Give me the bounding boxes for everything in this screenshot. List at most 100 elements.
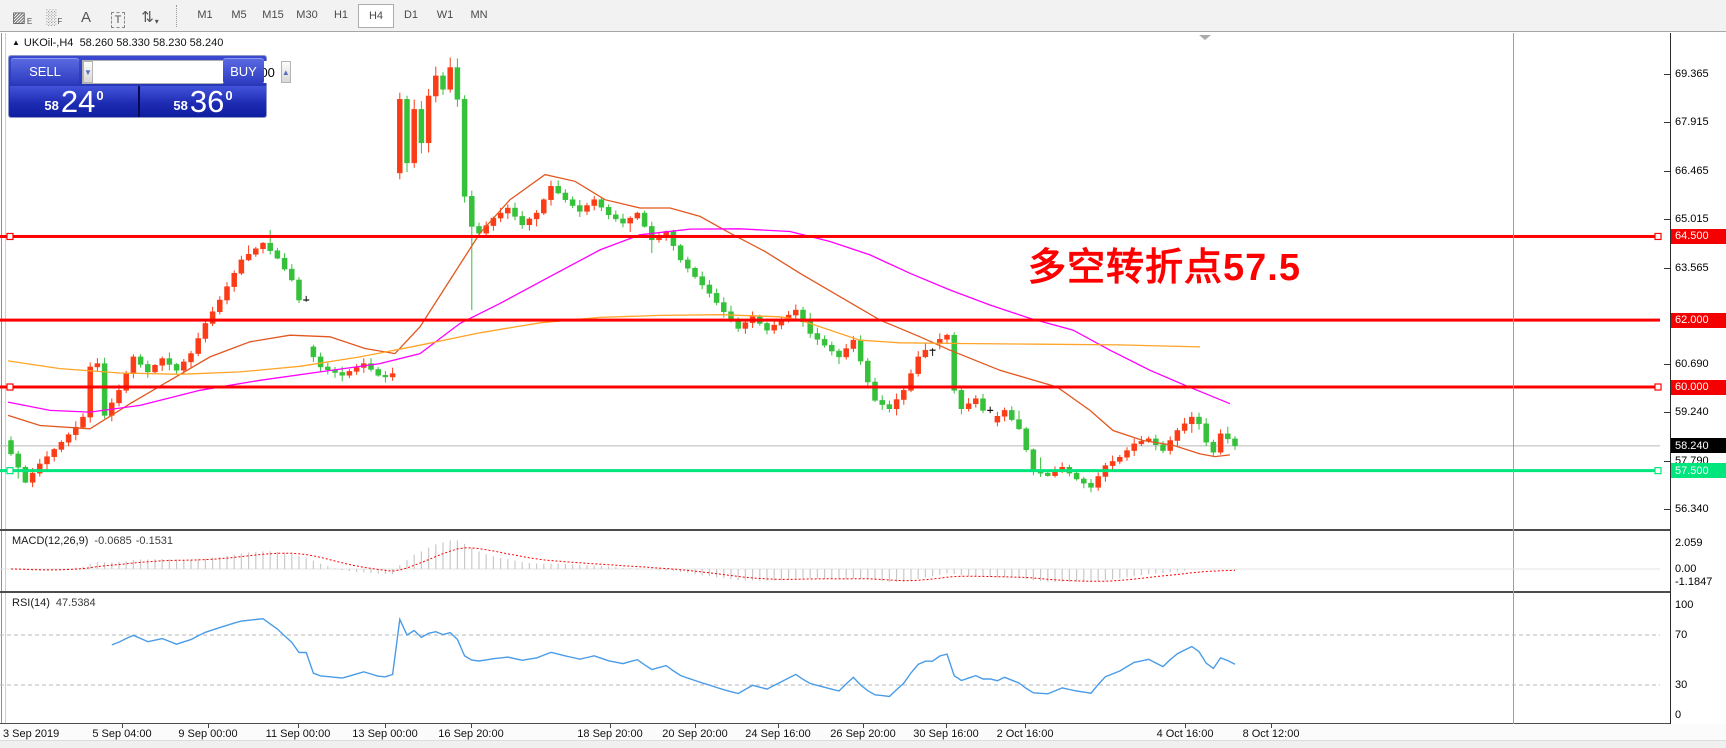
sell-price-big: 24: [60, 84, 96, 119]
chart-shift-marker: [1199, 35, 1211, 40]
timeframe-button-d1[interactable]: D1: [403, 8, 419, 21]
text-box-tool-icon[interactable]: T: [103, 4, 133, 28]
price-badge-60.000: 60.000: [1671, 379, 1726, 395]
timeframe-button-h1[interactable]: H1: [333, 8, 349, 21]
time-tickmark: [385, 724, 386, 728]
time-label: 9 Sep 00:00: [178, 728, 238, 740]
time-label: 11 Sep 00:00: [265, 728, 331, 740]
time-label: 4 Oct 16:00: [1156, 728, 1214, 740]
macd-axis--1.1847: -1.1847: [1675, 576, 1713, 588]
timeframe-group: M1 M5 M15 M30 H1 H4 D1 W1 MN: [188, 3, 496, 28]
hline-62[interactable]: [0, 318, 1660, 322]
price-tick-63.565: 63.565: [1675, 261, 1709, 274]
buy-price-pip: 0: [225, 88, 233, 103]
main-chart[interactable]: [0, 33, 1670, 529]
rsi-value: 47.5384: [55, 597, 96, 609]
timeframe-button-mn[interactable]: MN: [470, 8, 488, 21]
price-badge-64.500: 64.500: [1671, 228, 1726, 244]
one-click-trade-panel: SELL ▼ ▲ BUY 58 24 0 58 36 0: [8, 55, 291, 118]
price-tickmark: [1664, 509, 1670, 511]
volume-decrement-button[interactable]: ▼: [83, 61, 93, 83]
top-toolbar: ▨ E ░ F A T ⇅ ▾ M1 M5 M15 M30 H1 H4 D1 W1 MN: [0, 0, 1726, 32]
time-tickmark: [695, 724, 696, 728]
macd-signal-value: -0.1531: [135, 535, 174, 547]
time-tickmark: [610, 724, 611, 728]
sell-price-pip: 0: [96, 88, 104, 103]
timeframe-button-w1[interactable]: W1: [436, 8, 454, 21]
time-label: 30 Sep 16:00: [913, 728, 979, 740]
rsi-label: RSI(14) 47.5384: [12, 597, 96, 609]
price-axis-line: [1670, 33, 1671, 724]
price-tickmark: [1664, 363, 1670, 365]
timeframe-button-m1[interactable]: M1: [197, 8, 213, 21]
macd-panel: [0, 540, 1660, 583]
time-tickmark: [1025, 724, 1026, 728]
buy-price-display[interactable]: 58 36 0: [140, 86, 266, 117]
chart-title: ▲ UKOil-,H4 58.260 58.330 58.230 58.240: [12, 37, 223, 49]
time-tickmark: [1185, 724, 1186, 728]
time-tickmark: [298, 724, 299, 728]
price-tick-56.340: 56.340: [1675, 503, 1709, 516]
hline-64.5[interactable]: [0, 234, 1660, 238]
time-label: 13 Sep 00:00: [352, 728, 418, 740]
time-label: 2 Oct 16:00: [996, 728, 1054, 740]
sell-price-prefix: 58: [44, 98, 59, 113]
price-tick-60.690: 60.690: [1675, 357, 1709, 370]
time-label: 5 Sep 04:00: [92, 728, 152, 740]
fibonacci-grid-tool-icon[interactable]: ░ F: [45, 8, 63, 26]
time-tickmark: [778, 724, 779, 728]
price-tickmark: [1664, 170, 1670, 172]
timeframe-button-m15[interactable]: M15: [262, 8, 284, 21]
timeframe-button-m30[interactable]: M30: [296, 8, 318, 21]
drawing-tools-group: ▨ E ░ F A T ⇅ ▾: [6, 4, 166, 28]
volume-stepper: ▼ ▲: [82, 60, 291, 84]
time-label: 26 Sep 20:00: [830, 728, 896, 740]
ma-slow-line: [7, 314, 1201, 375]
macd-panel-border: [0, 529, 1670, 531]
ohlc-values: 58.260 58.330 58.230 58.240: [79, 37, 224, 49]
hline-57.5[interactable]: [0, 469, 1660, 473]
price-tickmark: [1664, 73, 1670, 75]
price-tickmark: [1664, 122, 1670, 124]
price-tickmark: [1664, 267, 1670, 269]
price-tickmark: [1664, 460, 1670, 462]
time-tickmark: [863, 724, 864, 728]
text-label-tool-icon[interactable]: A: [80, 8, 91, 26]
buy-price-prefix: 58: [173, 98, 188, 113]
time-tickmark: [1271, 724, 1272, 728]
time-label: 20 Sep 20:00: [662, 728, 728, 740]
time-label: 3 Sep 2019: [3, 728, 60, 740]
price-tickmark: [1664, 412, 1670, 414]
hatch-channel-tool-icon[interactable]: ▨ E: [11, 8, 33, 26]
sell-button[interactable]: SELL: [11, 58, 79, 84]
time-label: 16 Sep 20:00: [438, 728, 504, 740]
arrow-style-tool-icon[interactable]: ⇅ ▾: [141, 8, 159, 26]
window-border-left-light: [5, 33, 6, 748]
macd-main-value: -0.0685: [94, 535, 132, 547]
buy-button[interactable]: BUY: [223, 58, 264, 84]
macd-axis-2.059: 2.059: [1675, 537, 1703, 549]
timeframe-button-m5[interactable]: M5: [231, 8, 247, 21]
macd-label: MACD(12,26,9) -0.0685 -0.1531: [12, 535, 174, 547]
hline-60[interactable]: [0, 385, 1660, 389]
chart-right-frame-line: [1513, 33, 1514, 724]
price-badge-57.500: 57.500: [1671, 463, 1726, 479]
time-tickmark: [208, 724, 209, 728]
rsi-panel: [0, 616, 1660, 698]
time-tickmark: [946, 724, 947, 728]
price-tick-69.365: 69.365: [1675, 67, 1709, 80]
volume-increment-button[interactable]: ▲: [280, 61, 291, 83]
timeframe-button-h4[interactable]: H4: [358, 3, 394, 28]
price-tick-66.465: 66.465: [1675, 164, 1709, 177]
ma-mid-line: [7, 228, 1231, 413]
price-direction-icon: ▲: [12, 38, 20, 47]
time-label: 18 Sep 20:00: [577, 728, 643, 740]
symbol-label: UKOil-,H4: [23, 37, 74, 49]
sell-price-display[interactable]: 58 24 0: [10, 86, 140, 117]
macd-axis-0.00: 0.00: [1675, 563, 1697, 575]
rsi-axis-0: 0: [1675, 709, 1682, 721]
bottom-strip: [0, 740, 1726, 748]
buy-price-big: 36: [189, 84, 225, 119]
price-tick-59.240: 59.240: [1675, 406, 1709, 419]
time-tickmark: [471, 724, 472, 728]
